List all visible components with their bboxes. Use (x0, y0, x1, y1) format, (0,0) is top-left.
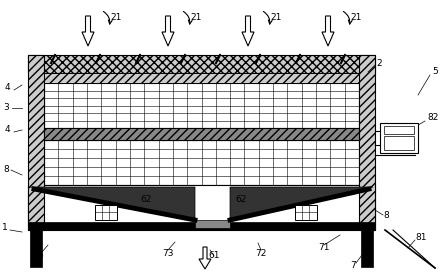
Bar (44, 73, 359, 83)
Text: 1: 1 (2, 224, 8, 232)
FancyArrow shape (322, 16, 334, 46)
Text: 8: 8 (3, 165, 9, 175)
Polygon shape (230, 187, 373, 220)
Text: 2: 2 (376, 58, 382, 68)
Bar (30, 230, 42, 267)
Bar (28, 222, 375, 230)
Bar (44, 140, 359, 185)
Bar (95, 205, 117, 220)
Text: 6: 6 (37, 250, 43, 260)
Bar (384, 136, 414, 150)
Bar (359, 55, 375, 230)
Text: 7: 7 (350, 260, 356, 270)
Polygon shape (231, 187, 373, 220)
Bar (384, 126, 414, 134)
Polygon shape (30, 187, 194, 220)
Bar (28, 55, 375, 73)
FancyArrow shape (162, 16, 174, 46)
Bar (195, 220, 230, 228)
FancyArrow shape (199, 247, 211, 269)
Text: 62: 62 (235, 196, 246, 204)
FancyArrow shape (242, 16, 254, 46)
Text: 82: 82 (427, 114, 438, 122)
Bar (44, 83, 359, 128)
Text: 21: 21 (350, 14, 361, 22)
Text: 4: 4 (5, 125, 11, 135)
Text: 8: 8 (383, 211, 389, 219)
Text: 62: 62 (140, 196, 151, 204)
Bar (28, 55, 44, 230)
Text: 5: 5 (432, 68, 438, 76)
Text: 71: 71 (318, 243, 329, 253)
Text: 4: 4 (5, 83, 11, 93)
Bar (295, 205, 317, 220)
Text: 3: 3 (3, 104, 9, 112)
Text: 72: 72 (255, 248, 266, 258)
Text: 21: 21 (270, 14, 281, 22)
Bar (28, 185, 375, 230)
Polygon shape (30, 187, 195, 220)
FancyArrow shape (82, 16, 94, 46)
Text: 21: 21 (190, 14, 202, 22)
Text: 73: 73 (162, 248, 174, 258)
Bar (361, 230, 373, 267)
Text: 61: 61 (208, 250, 219, 260)
Text: 81: 81 (415, 234, 427, 242)
Bar (44, 128, 359, 140)
Bar (380, 123, 418, 153)
Text: 21: 21 (110, 14, 121, 22)
